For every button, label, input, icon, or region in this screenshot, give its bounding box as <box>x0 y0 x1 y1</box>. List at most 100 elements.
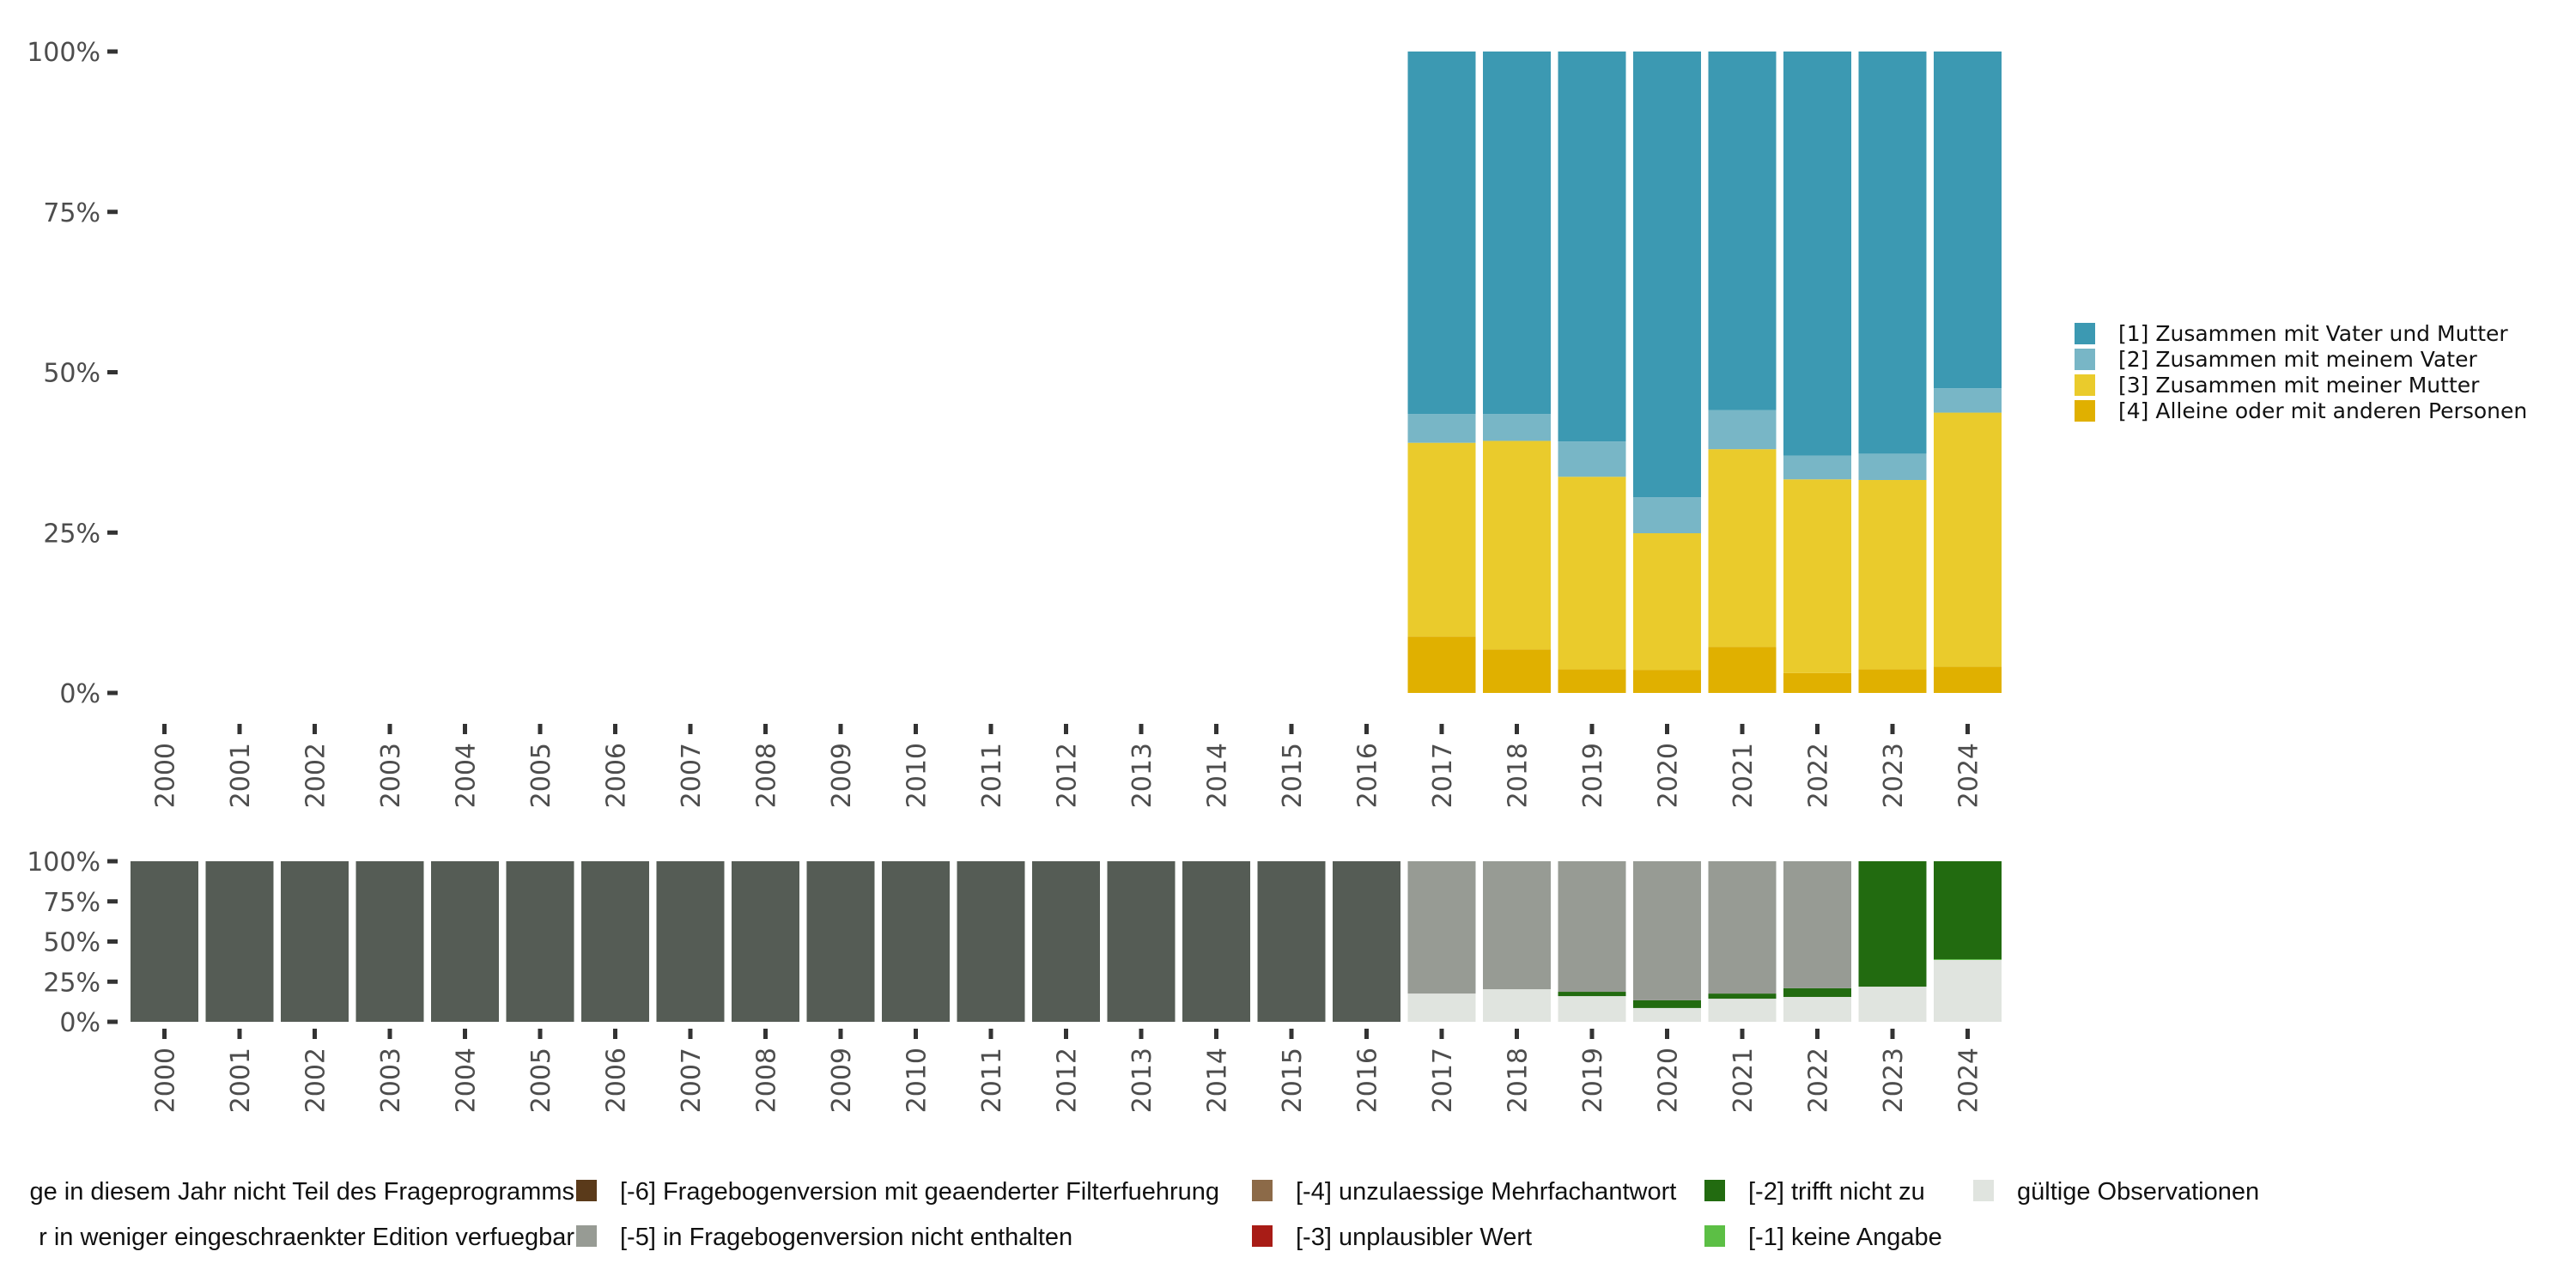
top-xtick-label: 2010 <box>902 743 933 808</box>
bottom-bar-segment <box>882 861 950 1022</box>
bottom-xtick-label: 2024 <box>1954 1048 1984 1113</box>
bottom-bar-segment <box>957 861 1025 1022</box>
bottom-bar-segment <box>1407 861 1476 994</box>
legend-label: [-4] unzulaessige Mehrfachantwort <box>1296 1178 1676 1206</box>
bottom-bar-segment <box>806 861 875 1022</box>
top-xtick-label: 2013 <box>1127 743 1157 808</box>
legend-swatch <box>2075 374 2095 396</box>
top-bar-segment <box>1783 672 1851 693</box>
legend-label: [-3] unplausibler Wert <box>1296 1224 1532 1251</box>
bottom-xtick <box>914 1029 918 1039</box>
bottom-xtick <box>988 1029 993 1039</box>
bottom-ytick <box>107 1019 118 1024</box>
bottom-xtick <box>1815 1029 1820 1039</box>
bottom-ytick <box>107 859 118 864</box>
top-xtick-label: 2017 <box>1428 743 1458 808</box>
bottom-xtick <box>463 1029 467 1039</box>
top-bar-segment <box>1483 414 1551 441</box>
top-bar-segment <box>1708 449 1777 647</box>
legend-label: [-5] in Fragebogenversion nicht enthalte… <box>620 1224 1072 1251</box>
bottom-xtick-label: 2022 <box>1804 1048 1834 1113</box>
bottom-bar-segment <box>732 861 799 1022</box>
bottom-xtick-label: 2008 <box>752 1048 782 1113</box>
top-panel: 0% 25% 50% 75% 100% 2000 2001 2002 2003 2004 2005 2… <box>27 38 2002 808</box>
bottom-xtick-label: 2012 <box>1053 1048 1083 1113</box>
top-xtick <box>1740 724 1745 734</box>
bottom-ytick <box>107 979 118 984</box>
bottom-xtick-label: 2021 <box>1728 1048 1759 1113</box>
top-xtick-label: 2011 <box>977 743 1007 808</box>
bottom-bar-segment <box>1558 996 1626 1022</box>
top-xtick-label: 2007 <box>677 743 707 808</box>
bottom-ytick-label: 0% <box>59 1008 100 1038</box>
bottom-xtick-label: 2000 <box>151 1048 181 1113</box>
top-xtick <box>1589 724 1595 734</box>
bottom-xtick <box>1890 1029 1895 1039</box>
top-xtick <box>613 724 617 734</box>
top-ytick-label: 50% <box>43 359 100 389</box>
bottom-bar-segment <box>1708 999 1777 1022</box>
bottom-xtick-label: 2019 <box>1578 1048 1608 1113</box>
legend-swatch <box>1704 1180 1725 1201</box>
top-xtick <box>1439 724 1444 734</box>
bottom-bar-segment <box>506 861 574 1022</box>
top-xtick-label: 2008 <box>752 743 782 808</box>
bottom-xtick <box>1439 1029 1444 1039</box>
top-bar-segment <box>1483 440 1551 650</box>
bottom-xtick <box>1515 1029 1519 1039</box>
bottom-xtick <box>613 1029 617 1039</box>
bottom-xtick-label: 2005 <box>526 1048 556 1113</box>
bottom-bar-segment <box>1783 997 1851 1022</box>
bottom-bar-segment <box>1633 861 1701 1000</box>
bottom-bar-segment <box>1333 861 1400 1022</box>
top-bar-segment <box>1407 636 1476 693</box>
top-bar-segment <box>1633 532 1701 671</box>
top-xtick-label: 2022 <box>1804 743 1834 808</box>
top-ytick-label: 0% <box>59 679 100 709</box>
top-bar-segment <box>1483 649 1551 693</box>
top-xtick <box>237 724 242 734</box>
bottom-bar-segment <box>1934 960 2002 1022</box>
bottom-bar-segment <box>1934 861 2002 960</box>
top-xtick <box>538 724 543 734</box>
top-bar-segment <box>1407 414 1476 443</box>
top-bar-segment <box>1934 412 2002 667</box>
top-bar-segment <box>1708 410 1777 450</box>
top-xtick-label: 2005 <box>526 743 556 808</box>
top-bar-segment <box>1558 52 1626 442</box>
top-xtick-label: 2009 <box>827 743 857 808</box>
bottom-xtick <box>538 1029 543 1039</box>
top-bar-segment <box>1558 669 1626 693</box>
bottom-xtick <box>313 1029 317 1039</box>
top-ytick-label: 75% <box>43 198 100 228</box>
bottom-xtick-label: 2007 <box>677 1048 707 1113</box>
top-xtick <box>1364 724 1369 734</box>
top-ytick <box>107 690 118 696</box>
top-xtick-label: 2019 <box>1578 743 1608 808</box>
top-xtick <box>313 724 317 734</box>
top-bar-segment <box>1708 647 1777 693</box>
bottom-bar-segment <box>1783 861 1851 988</box>
top-bar-segment <box>1934 388 2002 413</box>
bottom-xtick-label: 2013 <box>1127 1048 1157 1113</box>
top-bar-segment <box>1858 669 1927 693</box>
bottom-xtick <box>1589 1029 1595 1039</box>
bottom-bar-segment <box>1558 992 1626 997</box>
bottom-xtick-label: 2002 <box>301 1048 331 1113</box>
bottom-xtick-label: 2001 <box>226 1048 256 1113</box>
top-xtick-label: 2018 <box>1504 743 1534 808</box>
top-xtick-label: 2024 <box>1954 743 1984 808</box>
legend-swatch <box>1704 1225 1725 1247</box>
bottom-bar-segment <box>1257 861 1326 1022</box>
bottom-bar-segment <box>1783 987 1851 998</box>
legend-label: r in weniger eingeschraenkter Edition ve… <box>39 1224 574 1251</box>
top-xtick <box>914 724 918 734</box>
bottom-panel: 0% 25% 50% 75% 100% 2000 2001 2002 2003 2004 2005 2… <box>27 848 2002 1113</box>
top-xtick <box>988 724 993 734</box>
top-xtick-label: 2002 <box>301 743 331 808</box>
bottom-ytick-label: 75% <box>43 888 100 918</box>
legend-swatch <box>576 1225 597 1247</box>
top-bar-segment <box>1783 479 1851 673</box>
legend-label: [2] Zusammen mit meinem Vater <box>2118 347 2477 372</box>
top-bar-segment <box>1558 441 1626 477</box>
